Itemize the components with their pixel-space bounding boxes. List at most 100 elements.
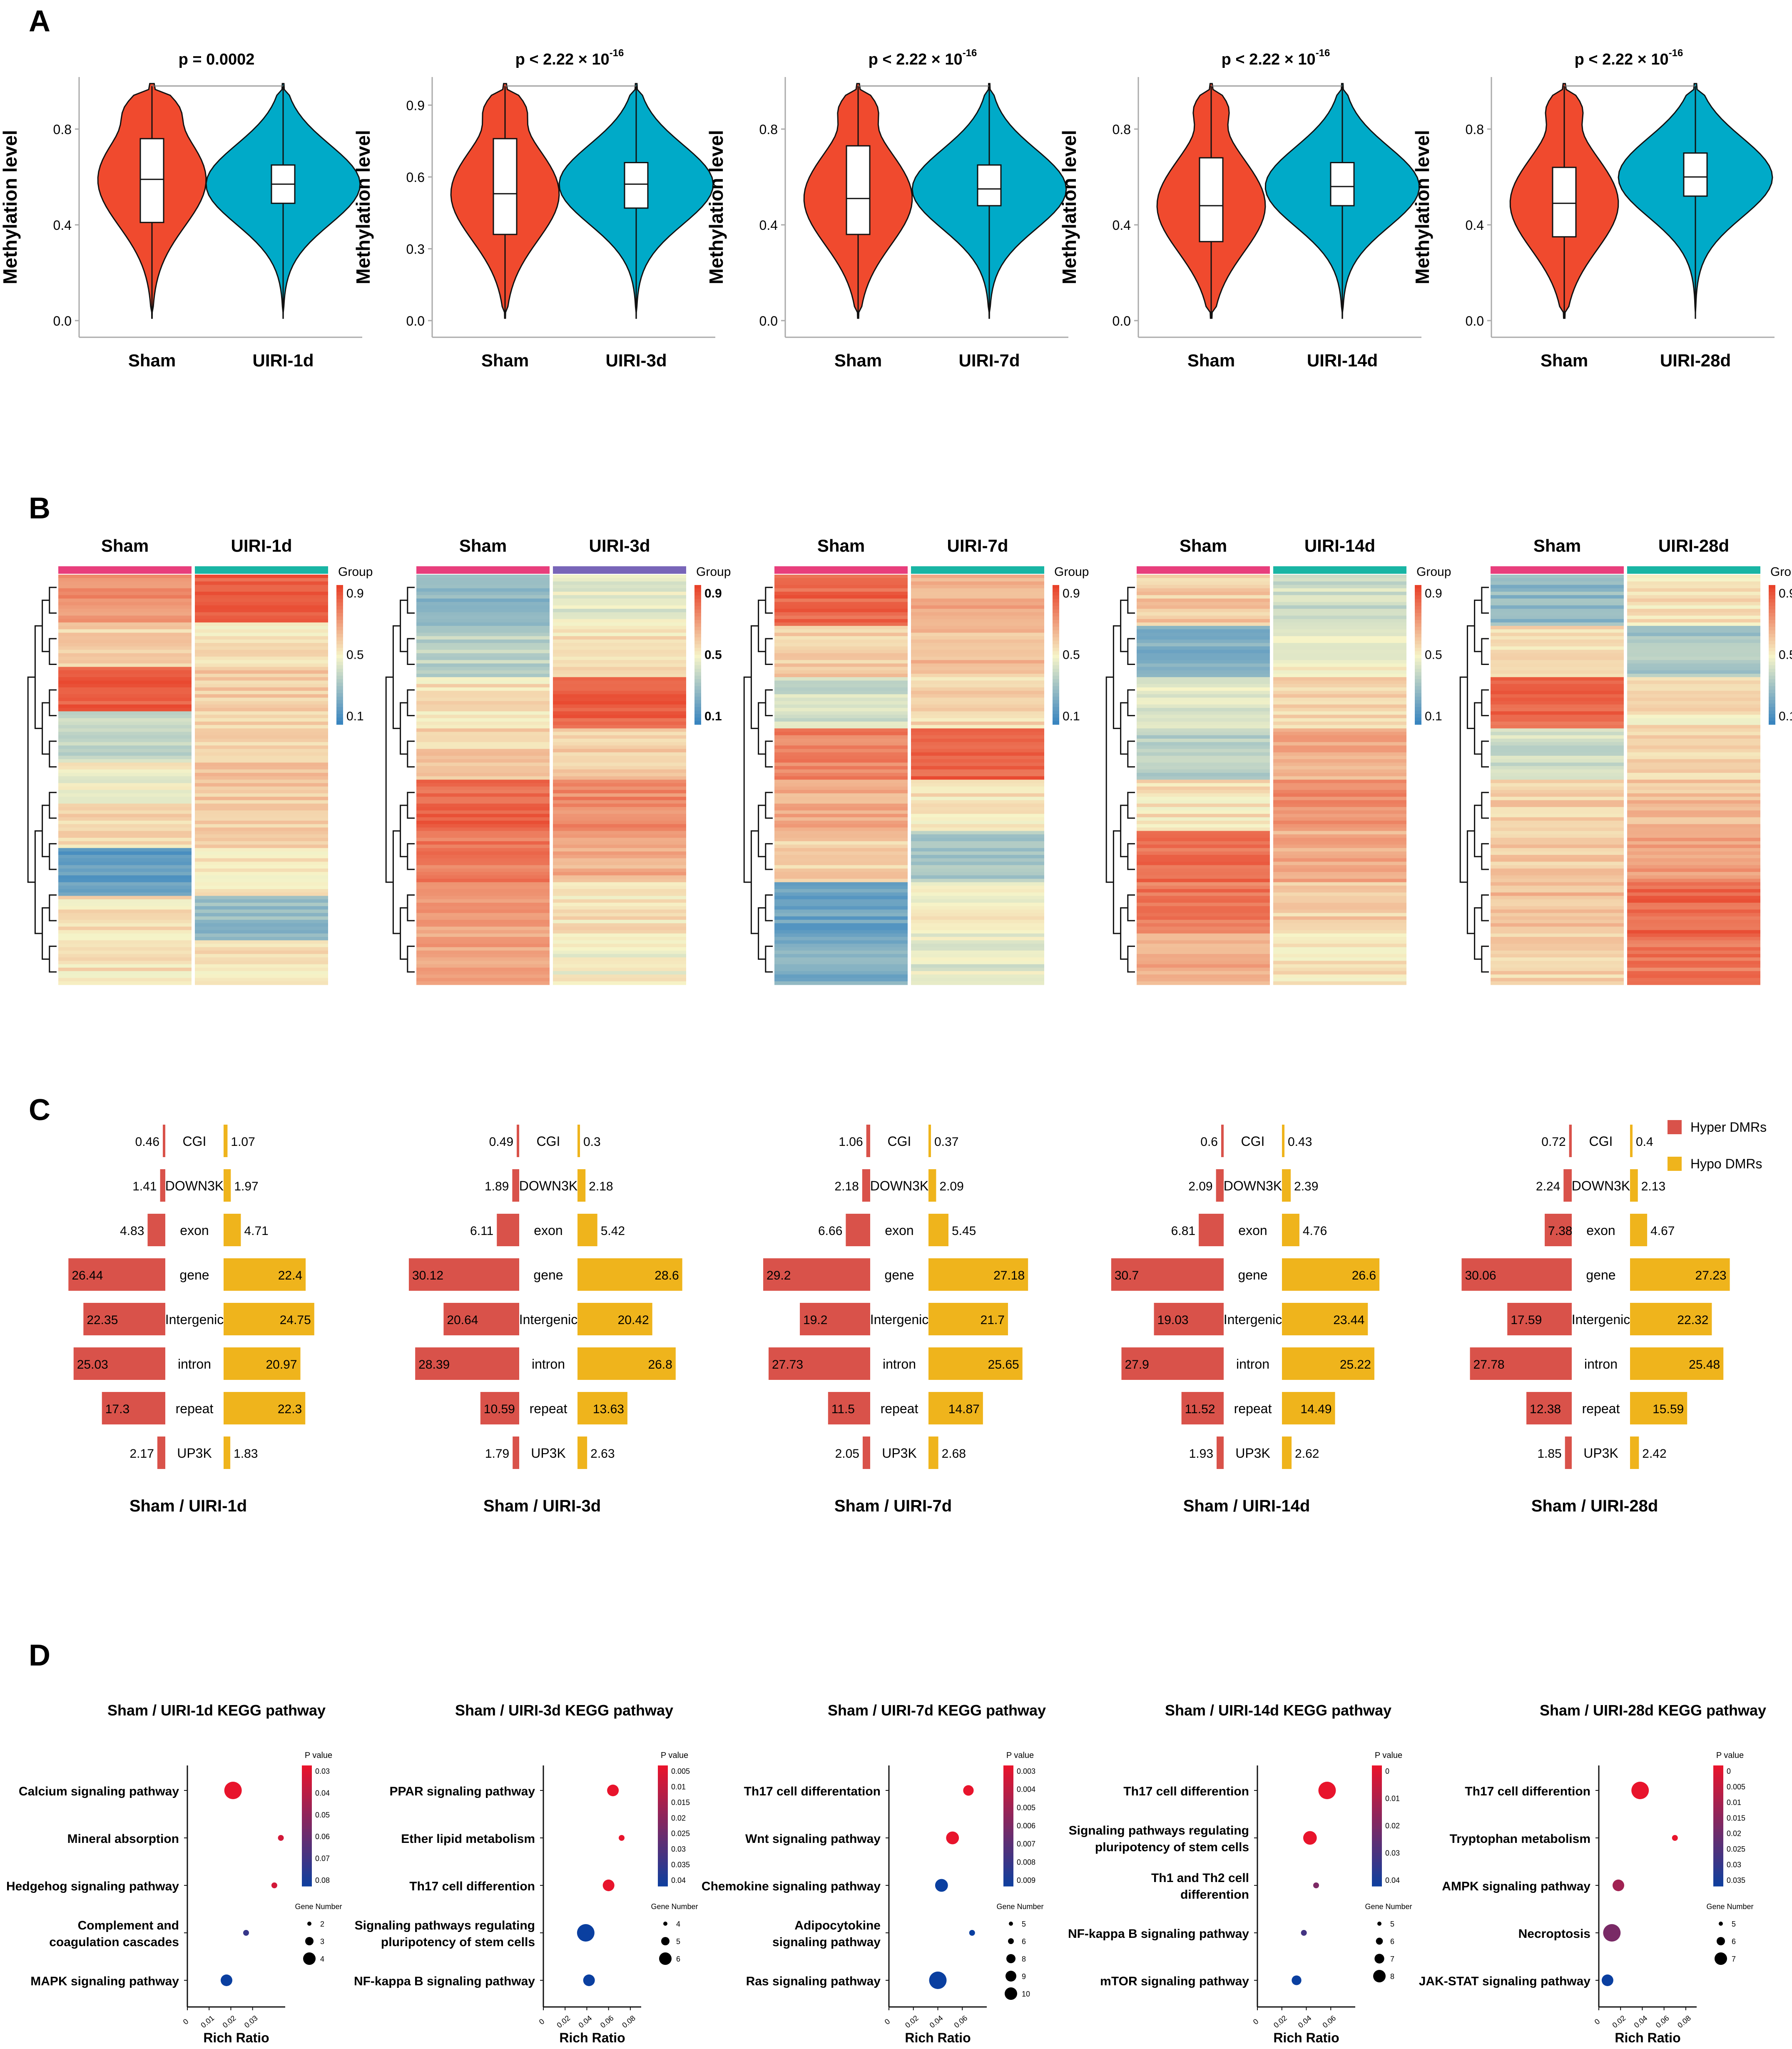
hypo-bar — [1282, 1258, 1380, 1291]
scale-step — [1769, 721, 1775, 725]
heatmap-cell — [553, 971, 686, 975]
pval-tick: 0.025 — [1727, 1845, 1745, 1853]
pval-scale-step — [1003, 1771, 1013, 1775]
scale-step — [1415, 630, 1421, 634]
scale-step — [336, 717, 343, 722]
pathway-label: Th17 cell differention — [1465, 1785, 1590, 1798]
heatmap-cell — [1491, 677, 1624, 681]
heatmap-cell — [553, 718, 686, 722]
heatmap-cell — [1627, 639, 1760, 643]
heatmap-cell — [1627, 612, 1760, 616]
heatmap-cell — [1627, 653, 1760, 657]
pval-tick: 0.03 — [1727, 1861, 1741, 1869]
hyper-value: 2.24 — [1536, 1180, 1560, 1193]
heatmap-cell — [1627, 896, 1760, 900]
pval-scale-step — [1003, 1805, 1013, 1808]
heatmap-cell — [1627, 906, 1760, 910]
heatmap-cell — [553, 899, 686, 903]
heatmap-cell — [416, 769, 550, 773]
heatmap-cell — [416, 766, 550, 770]
heatmap-cell — [1491, 933, 1624, 937]
pathway-label: pluripotency of stem cells — [381, 1935, 535, 1949]
heatmap-cell — [553, 721, 686, 725]
gene-size-label: 3 — [320, 1937, 324, 1946]
heatmap-cell — [1627, 834, 1760, 838]
heatmap-cell — [774, 865, 908, 869]
pval-scale-step — [1372, 1790, 1382, 1793]
pval-scale-step — [1372, 1786, 1382, 1790]
heatmap-cell — [1491, 834, 1624, 838]
heatmap-cell — [58, 838, 192, 842]
pval-scale-step — [302, 1841, 312, 1845]
heatmap-cell — [1627, 967, 1760, 971]
heatmap-cell — [416, 742, 550, 746]
y-tick-label: 0.6 — [406, 170, 425, 185]
heatmap-cell — [911, 653, 1044, 657]
heatmap-cell — [1491, 851, 1624, 855]
heatmap-cell — [1137, 923, 1270, 927]
heatmap-cell — [774, 872, 908, 876]
heatmap-cell — [416, 670, 550, 674]
hypo-value: 4.71 — [244, 1224, 268, 1238]
pval-scale-step — [302, 1805, 312, 1808]
scale-step — [1769, 613, 1775, 617]
heatmap-cell — [774, 971, 908, 975]
hyper-bar — [513, 1437, 519, 1469]
hypo-bar — [928, 1169, 936, 1202]
heatmap-cell — [58, 903, 192, 906]
heatmap-cell — [911, 694, 1044, 698]
heatmap-cell — [1627, 865, 1760, 869]
pval-scale-step — [1003, 1802, 1013, 1805]
heatmap-cell — [1273, 615, 1406, 620]
heatmap-cell — [774, 694, 908, 698]
heatmap-cell — [1491, 585, 1624, 589]
scale-step — [1769, 697, 1775, 700]
heatmap-cell — [1273, 711, 1406, 715]
heatmap-cell — [58, 605, 192, 609]
heatmap-cell — [1273, 653, 1406, 657]
heatmap-cell — [553, 937, 686, 941]
hypo-bar — [1282, 1347, 1374, 1380]
scale-step — [1053, 616, 1059, 620]
heatmap-cell — [1273, 800, 1406, 804]
dendrogram-branch — [400, 907, 408, 960]
heatmap-cell — [553, 814, 686, 818]
heatmap-cell — [416, 858, 550, 862]
scale-step — [336, 606, 343, 610]
scale-step — [1769, 634, 1775, 638]
heatmap-cell — [911, 933, 1044, 937]
scale-step — [1415, 703, 1421, 707]
heatmap-cell — [911, 892, 1044, 896]
dendrogram-branch — [1474, 907, 1482, 960]
heatmap-cell — [774, 739, 908, 742]
heatmap-cell — [195, 944, 328, 948]
heatmap-cell — [416, 694, 550, 698]
pval-scale-step — [1372, 1862, 1382, 1865]
heatmap-cell — [1137, 879, 1270, 883]
heatmap-cell — [1137, 756, 1270, 759]
pval-scale-step — [1713, 1877, 1723, 1881]
heatmap-cell — [553, 961, 686, 965]
scale-step — [336, 669, 343, 672]
pathway-label: signaling pathway — [772, 1935, 881, 1949]
hyper-value: 11.52 — [1185, 1402, 1215, 1416]
heatmap-cell — [416, 926, 550, 931]
gene-size-dot — [1008, 1938, 1014, 1944]
hyper-value: 2.05 — [835, 1447, 859, 1461]
heatmap-cell — [1273, 971, 1406, 975]
pval-scale-step — [302, 1835, 312, 1838]
heatmap-cell — [1137, 612, 1270, 616]
heatmap-cell — [195, 735, 328, 739]
pval-scale-step — [1003, 1835, 1013, 1838]
heatmap-cell — [416, 776, 550, 780]
heatmap-col-sham: Sham — [817, 536, 865, 555]
hypo-value: 1.83 — [234, 1447, 258, 1461]
pval-tick: 0.007 — [1017, 1840, 1035, 1848]
hyper-value: 0.6 — [1200, 1135, 1218, 1149]
pval-scale-step — [1372, 1826, 1382, 1829]
heatmap-cell — [553, 926, 686, 931]
heatmap-cell — [1273, 575, 1406, 578]
heatmap-cell — [1137, 629, 1270, 633]
p-value: p < 2.22 × 10-16 — [515, 47, 624, 68]
